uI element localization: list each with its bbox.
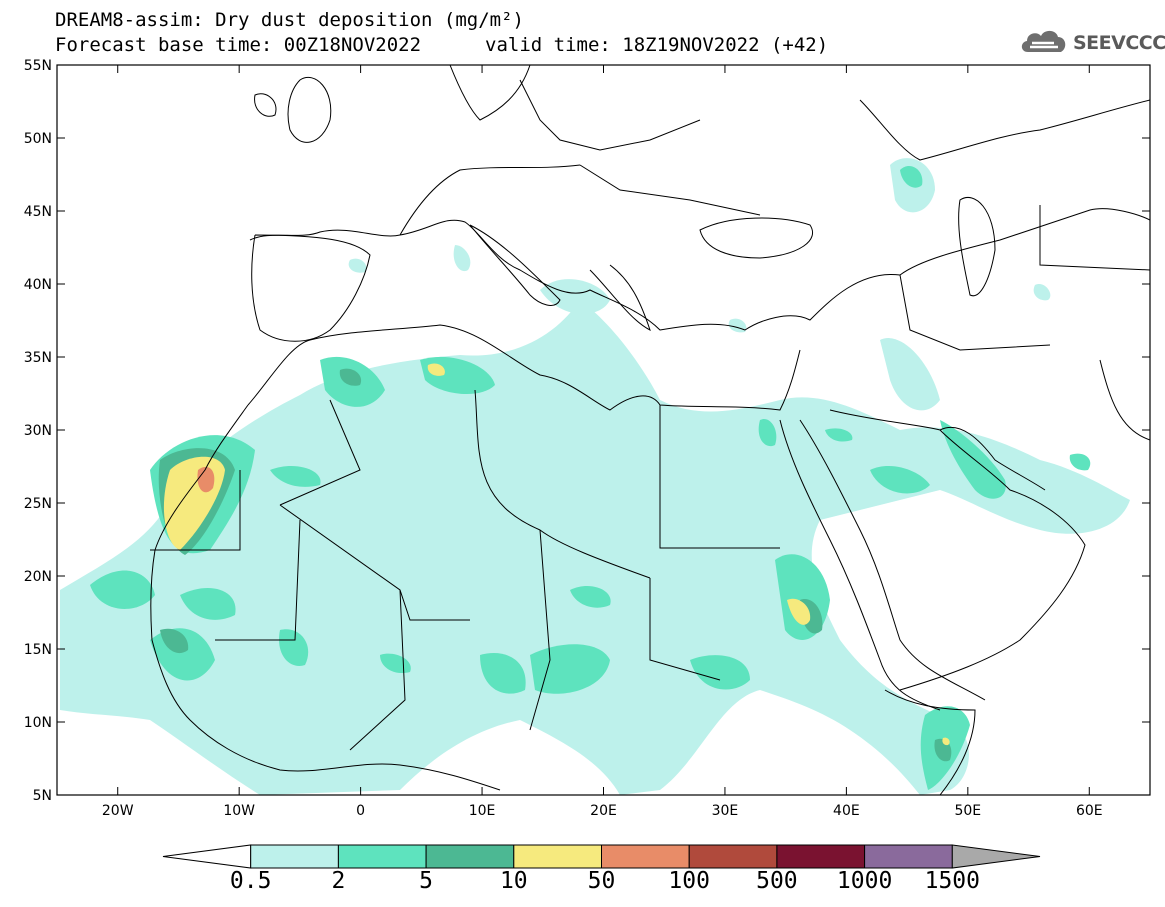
lon-tick-label: 10W (223, 803, 255, 819)
lon-tick-label: 60E (1076, 803, 1103, 819)
lat-tick-label: 45N (24, 204, 52, 220)
lon-tick-label: 0 (356, 803, 365, 819)
coastlines-borders (150, 65, 1150, 795)
lon-tick-label: 20W (102, 803, 134, 819)
map-title: DREAM8-assim: Dry dust deposition (mg/m²… (55, 9, 524, 31)
longitude-axis: 20W 10W 0 10E 20E 30E 40E 50E 60E (102, 65, 1103, 819)
latitude-axis: 55N 50N 45N 40N 35N 30N 25N 20N 15N 10N 5N (24, 58, 1150, 804)
colorbar-swatch (425, 844, 515, 869)
colorbar-swatch (864, 844, 953, 869)
colorbar (162, 844, 1041, 869)
colorbar-level-label: 100 (668, 868, 710, 894)
lon-tick-label: 50E (954, 803, 981, 819)
colorbar-level-label: 5 (419, 868, 434, 894)
forecast-base-time: Forecast base time: 00Z18NOV2022 (55, 34, 422, 56)
lon-tick-label: 40E (833, 803, 860, 819)
lat-tick-label: 40N (24, 277, 52, 293)
lat-tick-label: 10N (24, 715, 52, 731)
colorbar-swatch (688, 844, 778, 869)
colorbar-level-label: 1500 (924, 868, 980, 894)
colorbar-level-label: 10 (499, 868, 528, 894)
lon-tick-label: 20E (590, 803, 617, 819)
dust-field-50-100 (197, 466, 215, 493)
colorbar-level-label: 500 (756, 868, 798, 894)
colorbar-level-label: 2 (331, 868, 346, 894)
cloud-icon (1021, 30, 1066, 52)
lon-tick-label: 30E (712, 803, 739, 819)
dust-fields (60, 158, 1130, 795)
lat-tick-label: 5N (33, 788, 52, 804)
lat-tick-label: 15N (24, 642, 52, 658)
lat-tick-label: 25N (24, 496, 52, 512)
colorbar-level-label: 1000 (836, 868, 893, 894)
seevccc-logo: SEEVCCC (1018, 26, 1165, 60)
colorbar-arrow-high (951, 844, 1041, 869)
colorbar-level-label: 50 (587, 868, 616, 894)
logo-text: SEEVCCC (1073, 32, 1165, 54)
lat-tick-label: 55N (24, 58, 52, 74)
colorbar-swatch (776, 844, 866, 869)
lat-tick-label: 35N (24, 350, 52, 366)
colorbar-arrow-low (162, 844, 252, 869)
lat-tick-label: 50N (24, 131, 52, 147)
colorbar-swatch (513, 844, 602, 869)
colorbar-swatch (250, 844, 339, 869)
valid-time: valid time: 18Z19NOV2022 (+42) (485, 34, 829, 56)
colorbar-swatch (601, 844, 690, 869)
lat-tick-label: 20N (24, 569, 52, 585)
colorbar-level-label: 0.5 (229, 868, 272, 894)
lon-tick-label: 10E (469, 803, 496, 819)
colorbar-swatch (337, 844, 427, 869)
lat-tick-label: 30N (24, 423, 52, 439)
